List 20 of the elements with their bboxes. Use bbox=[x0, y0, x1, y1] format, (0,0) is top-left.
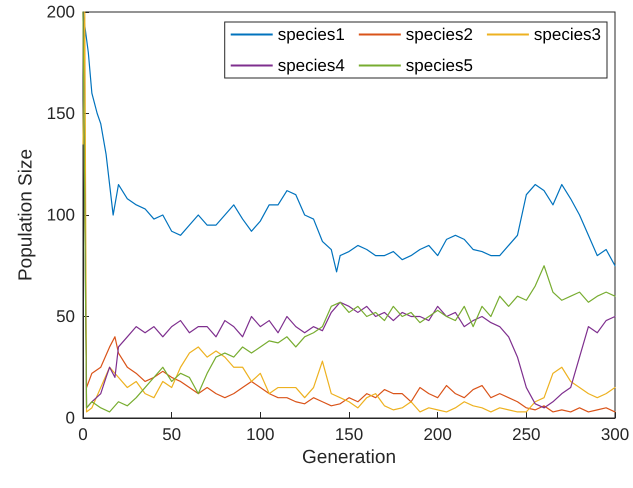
y-tick-label: 150 bbox=[46, 104, 75, 123]
legend-label: species4 bbox=[278, 56, 345, 75]
y-axis-title: Population Size bbox=[16, 148, 37, 282]
x-tick-label: 300 bbox=[600, 425, 630, 444]
legend-label: species1 bbox=[278, 25, 345, 44]
x-tick-label: 0 bbox=[78, 425, 88, 444]
line-series bbox=[82, 11, 616, 272]
y-tick-label: 0 bbox=[66, 408, 75, 428]
y-tick-label: 100 bbox=[46, 206, 75, 224]
legend-label: species3 bbox=[534, 25, 602, 44]
x-tick-label: 200 bbox=[423, 425, 452, 444]
x-tick-label: 100 bbox=[246, 425, 275, 444]
y-tick-label: 50 bbox=[56, 307, 75, 326]
x-tick-label: 50 bbox=[162, 425, 182, 444]
legend-label: species2 bbox=[406, 25, 473, 44]
x-tick-label: 250 bbox=[512, 425, 541, 444]
x-tick-label: 150 bbox=[334, 425, 364, 444]
y-tick-label: 200 bbox=[46, 2, 75, 22]
x-axis-title: Generation bbox=[302, 447, 396, 468]
legend-label: species5 bbox=[406, 56, 473, 75]
